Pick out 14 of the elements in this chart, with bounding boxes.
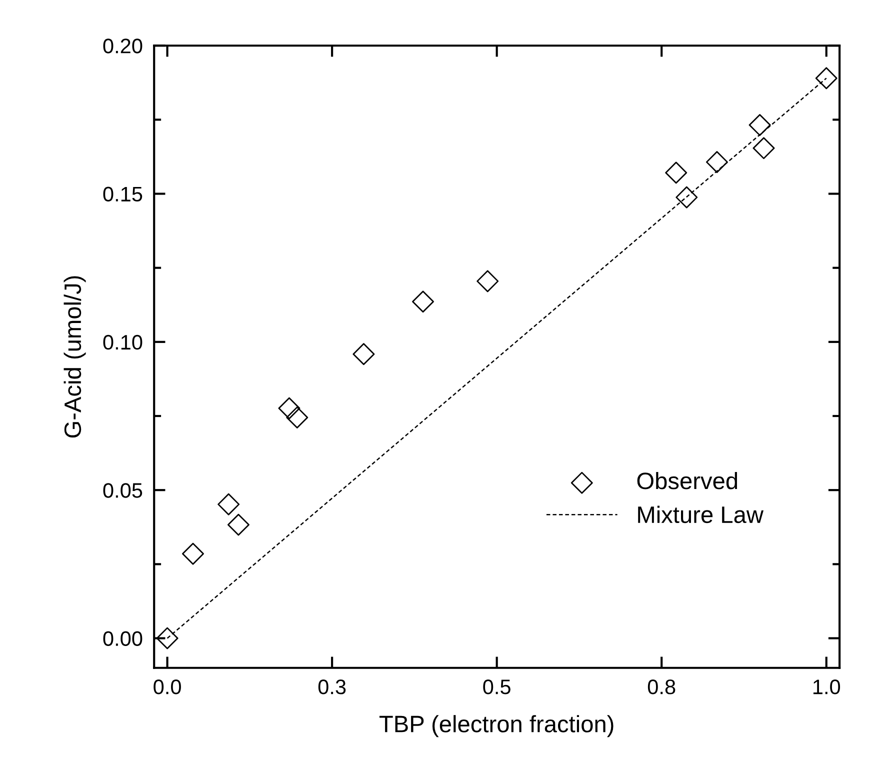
x-axis-title: TBP (electron fraction) [379, 715, 614, 738]
x-tick-label: 0.0 [154, 680, 181, 694]
legend-label: Observed [637, 472, 738, 490]
y-tick-label: 0.20 [103, 38, 142, 54]
x-tick-label: 0.8 [648, 680, 676, 694]
y-tick-label: 0.15 [103, 186, 142, 202]
y-tick-label: 0.00 [103, 631, 142, 646]
x-tick-label: 0.5 [483, 680, 510, 694]
y-axis-title: G-Acid (umol/J) [64, 276, 86, 438]
legend-label: Mixture Law [638, 506, 764, 524]
x-tick-label: 1.0 [813, 680, 840, 694]
y-tick-label: 0.10 [103, 334, 142, 350]
y-tick-label: 0.05 [103, 483, 142, 498]
x-tick-label: 0.3 [318, 680, 346, 694]
